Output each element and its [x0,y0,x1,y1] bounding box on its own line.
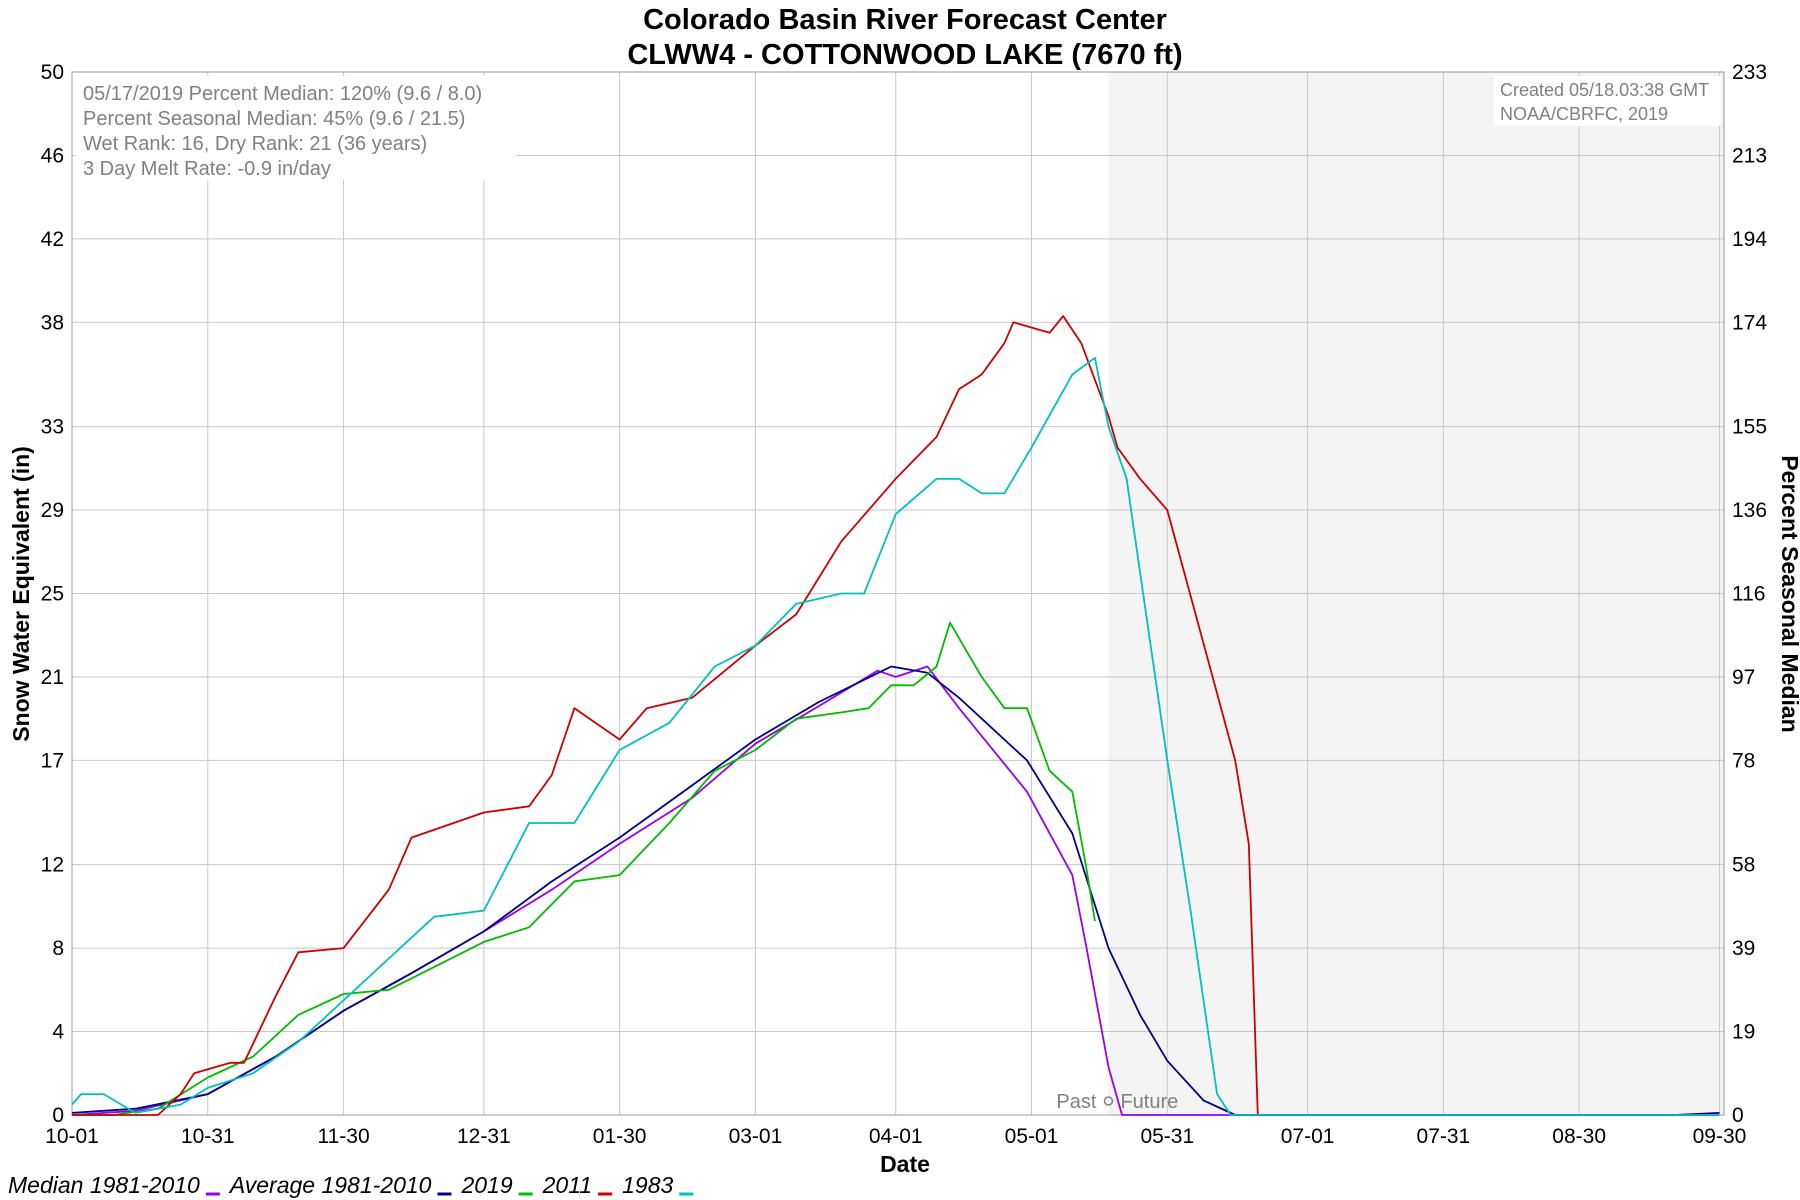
y2-tick-label: 136 [1732,499,1767,522]
series-line-2011 [72,315,1259,1116]
x-tick-label: 04-01 [869,1125,923,1148]
x-tick-label: 03-01 [729,1125,783,1148]
y-tick-label: 8 [52,937,64,960]
y-tick-label: 46 [41,144,64,167]
chart-subtitle: CLWW4 - COTTONWOOD LAKE (7670 ft) [627,39,1182,71]
x-tick-label: 05-31 [1140,1125,1194,1148]
y-tick-label: 42 [41,228,64,251]
y2-tick-label: 233 [1732,61,1767,84]
y-tick-label: 25 [41,583,64,606]
series-line-1983 [71,356,1720,1116]
x-tick-label: 08-30 [1552,1125,1606,1148]
y2-axis-title: Percent Seasonal Median [1777,455,1800,732]
legend: Median 1981-2010 Average 1981-2010 2019 201… [8,1172,694,1198]
info-line-percent-median: 05/17/2019 Percent Median: 120% (9.6 / 8… [83,83,482,105]
info-line-melt-rate: 3 Day Melt Rate: -0.9 in/day [83,158,331,180]
x-axis-ticks: 10-01 10-31 11-30 12-31 01-30 03-01 04-01 05-01… [45,1125,1746,1148]
credit-created: Created 05/18.03:38 GMT [1500,80,1709,100]
y-tick-label: 4 [52,1021,64,1044]
y-tick-label: 38 [41,311,64,334]
x-tick-label: 10-01 [45,1125,99,1148]
y2-tick-label: 194 [1732,228,1767,251]
chart-title: Colorado Basin River Forecast Center [643,4,1167,36]
x-tick-label: 09-30 [1693,1125,1747,1148]
x-tick-label: 10-31 [181,1125,235,1148]
y2-tick-label: 174 [1732,311,1767,334]
y-tick-label: 0 [52,1104,64,1127]
forecast-divider-marker [1103,1096,1114,1106]
x-tick-label: 12-31 [457,1125,511,1148]
y-tick-label: 33 [41,416,64,439]
credit-box: Created 05/18.03:38 GMT NOAA/CBRFC, 2019 [1494,76,1721,126]
y2-tick-label: 78 [1732,749,1755,772]
y2-tick-label: 97 [1732,666,1755,689]
y-tick-label: 29 [41,499,64,522]
past-future-marker: Past Future [1056,1091,1178,1113]
y2-tick-label: 116 [1732,583,1765,606]
y-tick-label: 12 [41,854,64,877]
legend-label: Median 1981-2010 [8,1172,200,1198]
x-tick-label: 01-30 [593,1125,647,1148]
legend-label: 1983 [622,1172,673,1198]
legend-label: Average 1981-2010 [228,1172,432,1198]
x-tick-label: 07-31 [1417,1125,1471,1148]
legend-label: 2019 [460,1172,512,1198]
info-line-rank: Wet Rank: 16, Dry Rank: 21 (36 years) [83,133,427,155]
plot-frame [71,71,1725,1116]
series-line-average-1981-2010 [71,665,1720,1116]
credit-box-background [1494,76,1721,126]
future-label: Future [1120,1091,1178,1113]
y2-tick-label: 39 [1732,937,1755,960]
x-tick-label: 07-01 [1281,1125,1335,1148]
x-tick-label: 11-30 [317,1125,369,1148]
x-tick-label: 05-01 [1005,1125,1059,1148]
info-line-seasonal-median: Percent Seasonal Median: 45% (9.6 / 21.5… [83,108,465,130]
series-line-2019 [72,621,1096,1116]
series-layer [71,315,1720,1116]
y2-tick-label: 0 [1732,1104,1744,1127]
info-box: 05/17/2019 Percent Median: 120% (9.6 / 8… [76,76,516,180]
y-tick-label: 50 [41,61,64,84]
y-axis-title: Snow Water Equivalent (in) [8,446,34,742]
y2-tick-label: 213 [1732,144,1767,167]
y-tick-label: 21 [41,666,64,689]
y-tick-label: 17 [41,749,64,772]
y2-tick-label: 155 [1732,416,1767,439]
y2-tick-label: 58 [1732,854,1755,877]
credit-org: NOAA/CBRFC, 2019 [1500,104,1668,124]
legend-label: 2011 [542,1172,592,1198]
y-axis-ticks: 0 4 8 12 17 21 25 29 33 38 42 46 50 [41,61,65,1127]
info-box-background [76,76,516,180]
y2-tick-label: 19 [1732,1021,1755,1044]
past-label: Past [1056,1091,1096,1113]
x-axis-title: Date [880,1151,930,1177]
gridlines [71,71,1724,1116]
y2-axis-ticks: 0 19 39 58 78 97 116 136 155 174 194 213 233 [1732,61,1767,1127]
